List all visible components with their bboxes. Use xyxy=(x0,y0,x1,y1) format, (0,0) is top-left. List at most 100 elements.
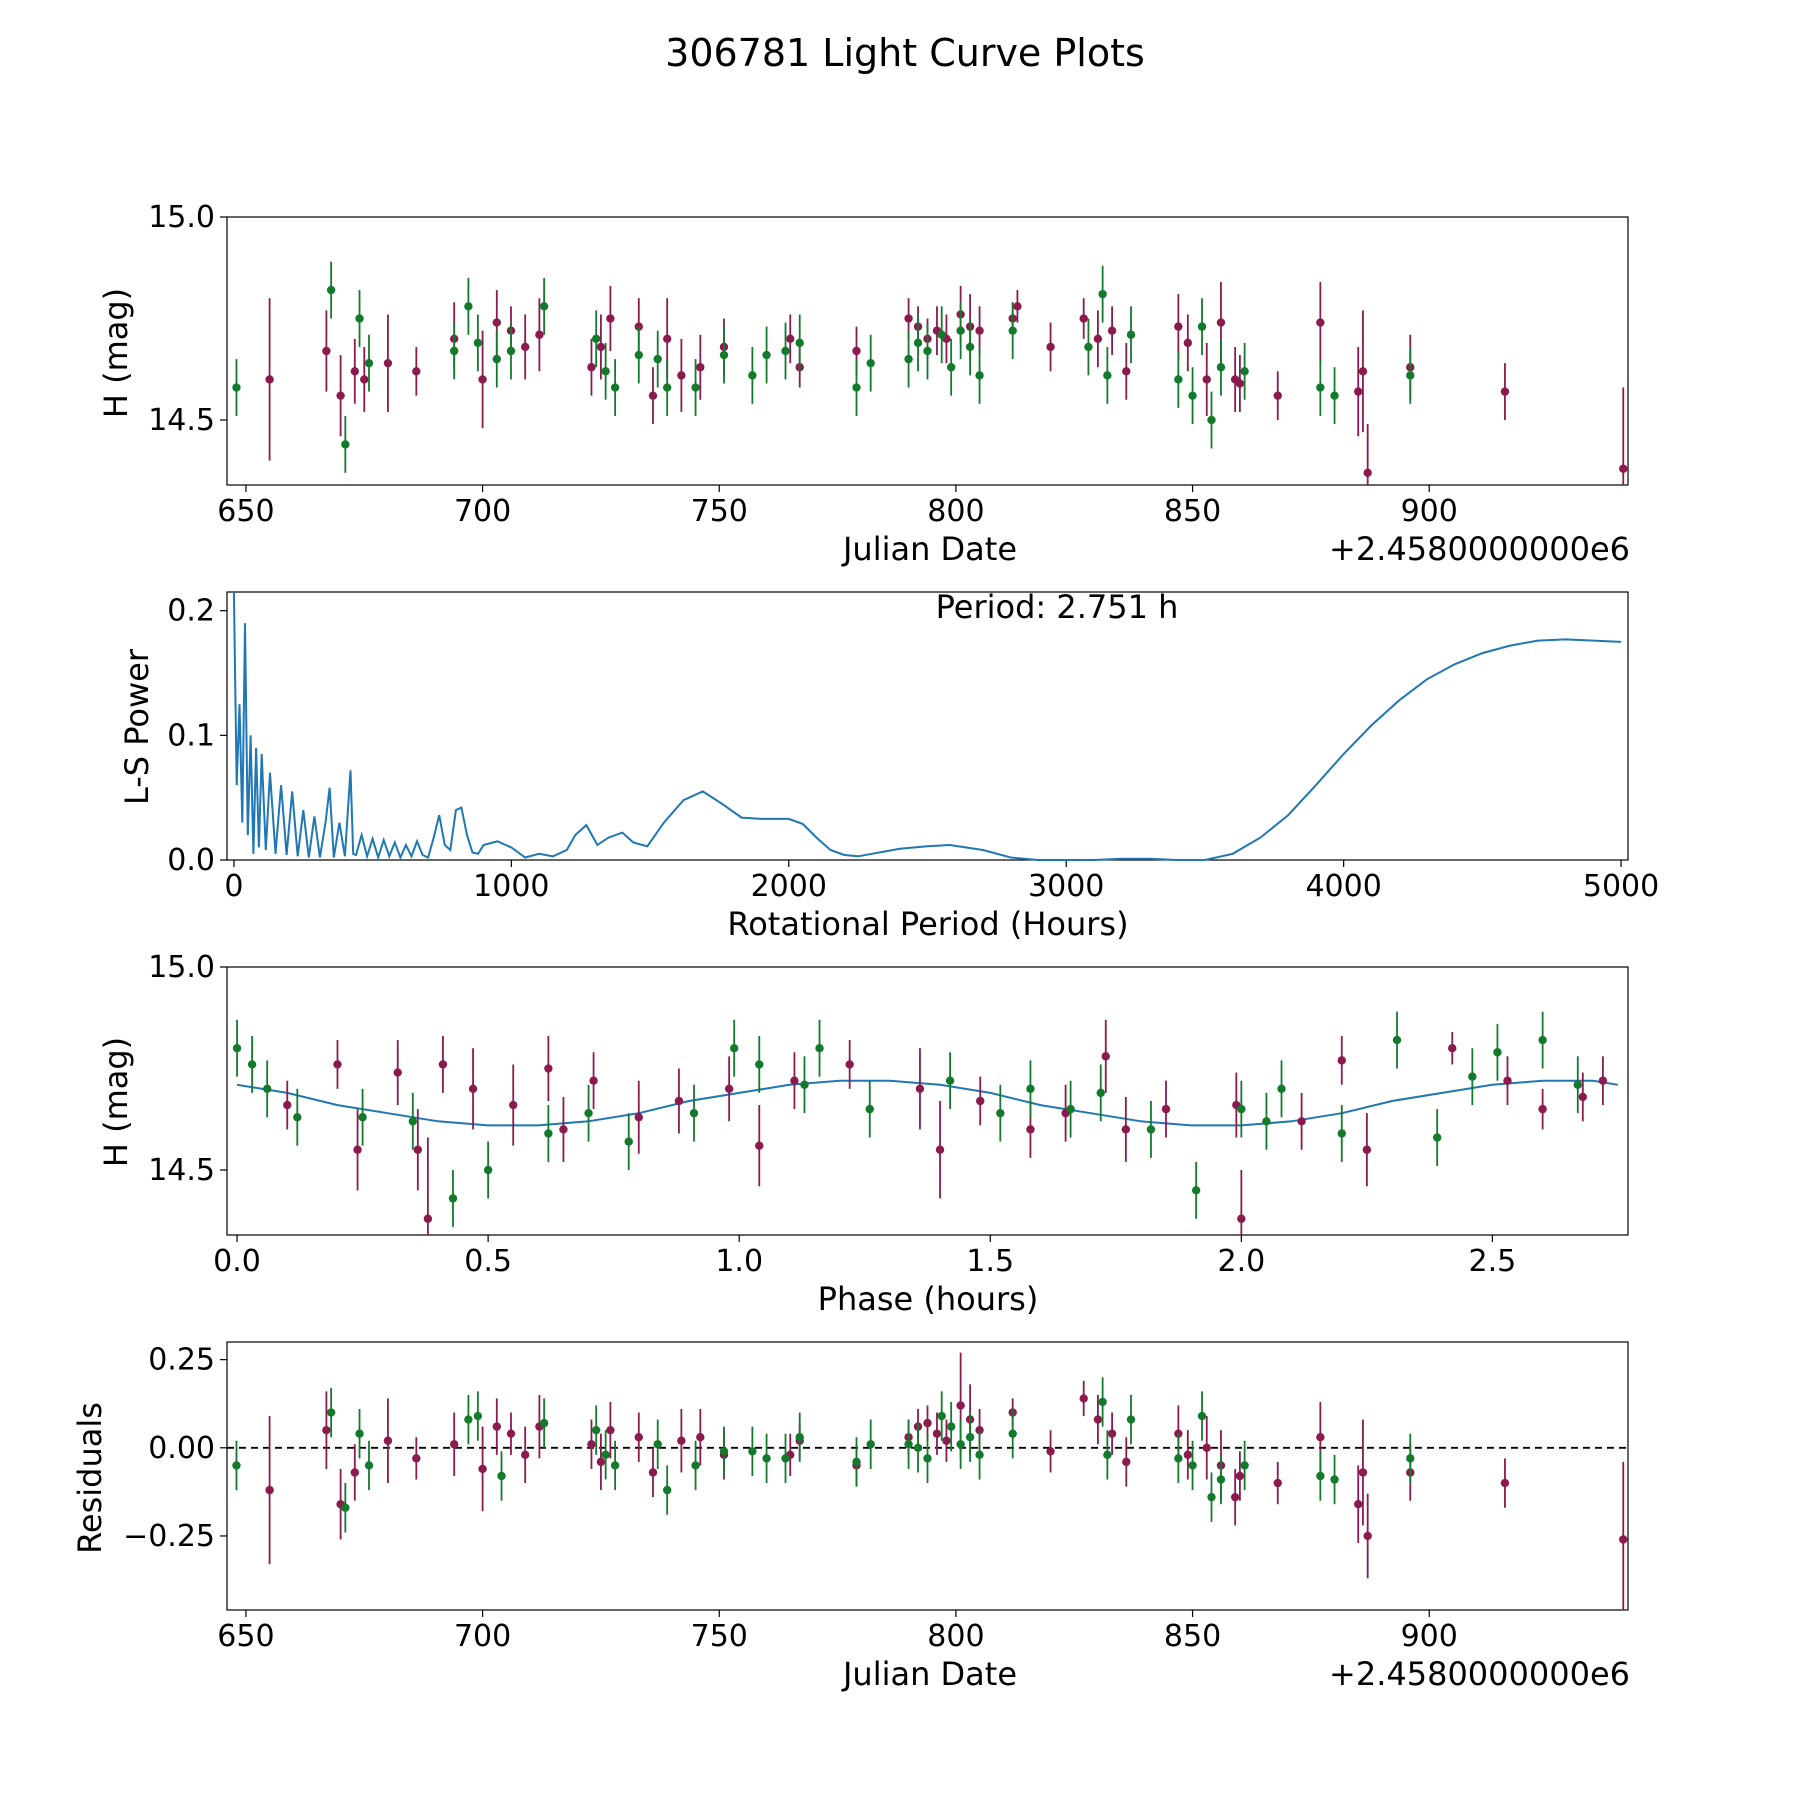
lightcurve-filter-a-point xyxy=(1174,322,1183,331)
lightcurve-xlabel: Julian Date xyxy=(841,530,1017,568)
residuals-filter-b-point xyxy=(1207,1492,1216,1502)
residuals-filter-a-point xyxy=(606,1425,615,1435)
residuals-filter-b-point xyxy=(762,1454,771,1463)
lightcurve-filter-b-point xyxy=(1174,375,1183,384)
lightcurve-filter-a-point xyxy=(478,375,487,384)
phased-filter-b-point xyxy=(689,1108,699,1118)
residuals-filter-a-point xyxy=(696,1433,705,1442)
lightcurve-axes-frame xyxy=(226,216,1629,486)
lightcurve-filter-b-point xyxy=(232,383,241,392)
residuals-filter-a-point xyxy=(634,1433,643,1442)
residuals-filter-b-point xyxy=(610,1461,620,1470)
phased-filter-a-point xyxy=(674,1096,684,1106)
lightcurve-filter-b-point xyxy=(591,334,601,344)
lightcurve-filter-a-point xyxy=(1619,464,1628,473)
lightcurve-filter-b-point xyxy=(852,383,861,392)
residuals-filter-b-point xyxy=(913,1443,923,1452)
lightcurve-filter-b-point xyxy=(355,314,364,323)
figure-title: 306781 Light Curve Plots xyxy=(665,31,1145,75)
residuals-filter-b-point xyxy=(601,1450,610,1460)
periodogram-ytick-label: 0.1 xyxy=(167,718,215,753)
phased-filter-b-point xyxy=(729,1044,739,1053)
phased-filter-a-point xyxy=(1101,1052,1110,1061)
residuals-xtick-label: 650 xyxy=(217,1619,274,1654)
lightcurve-filter-a-point xyxy=(1183,338,1193,348)
phased-filter-b-point xyxy=(1026,1084,1035,1094)
phased-filter-a-point xyxy=(935,1145,945,1154)
periodogram-xtick-label: 0 xyxy=(224,869,243,904)
residuals-ylabel: Residuals xyxy=(71,1402,109,1554)
residuals-filter-b-point xyxy=(1174,1454,1183,1463)
lightcurve-filter-b-point xyxy=(539,302,549,311)
lightcurve-filter-a-point xyxy=(336,391,345,400)
residuals-filter-a-point xyxy=(942,1436,951,1445)
phased-filter-a-point xyxy=(589,1076,598,1085)
phased-ytick-label: 15.0 xyxy=(148,950,215,985)
period-annotation: Period: 2.751 h xyxy=(936,588,1179,626)
phased-filter-b-point xyxy=(1432,1133,1442,1142)
periodogram-xtick-label: 4000 xyxy=(1305,869,1381,904)
periodogram-power-line xyxy=(232,591,1622,861)
lightcurve-filter-a-point xyxy=(975,326,984,335)
residuals-filter-a-point xyxy=(1230,1492,1240,1502)
residuals-filter-b-point xyxy=(1330,1475,1339,1484)
residuals-filter-a-point xyxy=(956,1401,965,1410)
lightcurve-filter-b-point xyxy=(866,358,875,368)
lightcurve-filter-b-point xyxy=(795,338,804,348)
residuals-panel: Julian Date Residuals +2.4580000000e6 65… xyxy=(71,1341,1630,1693)
phased-filter-b-point xyxy=(1468,1072,1477,1081)
lightcurve-filter-a-point xyxy=(1216,318,1226,327)
residuals-ytick-label: −0.25 xyxy=(123,1519,215,1554)
phased-filter-a-point xyxy=(509,1100,518,1110)
lightcurve-filter-b-point xyxy=(965,342,975,352)
residuals-filter-b-point xyxy=(691,1461,700,1470)
lightcurve-filter-a-point xyxy=(1046,342,1055,352)
lightcurve-filter-a-point xyxy=(1358,367,1368,376)
residuals-filter-b-point xyxy=(355,1429,364,1438)
phased-filter-a-point xyxy=(393,1068,402,1077)
phased-filter-a-point xyxy=(468,1084,478,1094)
lightcurve-filter-a-point xyxy=(648,391,658,400)
residuals-filter-b-point xyxy=(975,1450,984,1460)
phased-filter-b-point xyxy=(544,1129,553,1138)
lightcurve-filter-b-point xyxy=(913,338,923,348)
lightcurve-filter-b-point xyxy=(719,350,729,360)
lightcurve-filter-b-point xyxy=(1188,391,1197,400)
residuals-xtick-label: 800 xyxy=(927,1619,984,1654)
lightcurve-filter-b-point xyxy=(1316,383,1325,392)
residuals-filter-a-point xyxy=(1202,1443,1211,1452)
residuals-filter-a-point xyxy=(1354,1500,1363,1509)
lightcurve-filter-a-point xyxy=(696,363,705,372)
residuals-filter-b-point xyxy=(464,1415,473,1424)
residuals-axes-frame xyxy=(226,1341,1629,1611)
phased-xtick-label: 1.5 xyxy=(966,1244,1014,1279)
periodogram-axes-frame xyxy=(226,591,1629,861)
lightcurve-filter-b-point xyxy=(662,383,672,392)
residuals-filter-b-point xyxy=(1216,1475,1226,1484)
phased-xtick-label: 2.5 xyxy=(1469,1244,1517,1279)
residuals-filter-b-point xyxy=(326,1408,336,1417)
lightcurve-filter-b-point xyxy=(464,302,473,311)
lightcurve-filter-a-point xyxy=(852,346,861,356)
phased-filter-a-point xyxy=(353,1145,362,1154)
lightcurve-filter-b-point xyxy=(341,440,350,449)
lightcurve-filter-b-point xyxy=(1207,415,1216,425)
phased-filter-b-point xyxy=(1146,1125,1156,1134)
phased-filter-a-point xyxy=(976,1096,985,1106)
lightcurve-filter-b-point xyxy=(449,346,459,356)
phased-filter-a-point xyxy=(1448,1044,1457,1053)
lightcurve-filter-a-point xyxy=(606,314,615,323)
residuals-filter-a-point xyxy=(923,1418,932,1428)
residuals-filter-b-point xyxy=(653,1440,662,1449)
residuals-filter-a-point xyxy=(1500,1478,1510,1488)
residuals-filter-b-point xyxy=(341,1503,350,1512)
phased-axes-frame xyxy=(226,966,1629,1236)
phased-filter-a-point xyxy=(845,1060,854,1069)
residuals-filter-b-point xyxy=(364,1461,374,1470)
residuals-ytick-label: 0.00 xyxy=(148,1431,215,1466)
phased-filter-b-point xyxy=(584,1108,593,1118)
phased-filter-b-point xyxy=(996,1108,1005,1118)
lightcurve-x-offset: +2.4580000000e6 xyxy=(1329,530,1630,568)
lightcurve-filter-b-point xyxy=(492,354,501,364)
